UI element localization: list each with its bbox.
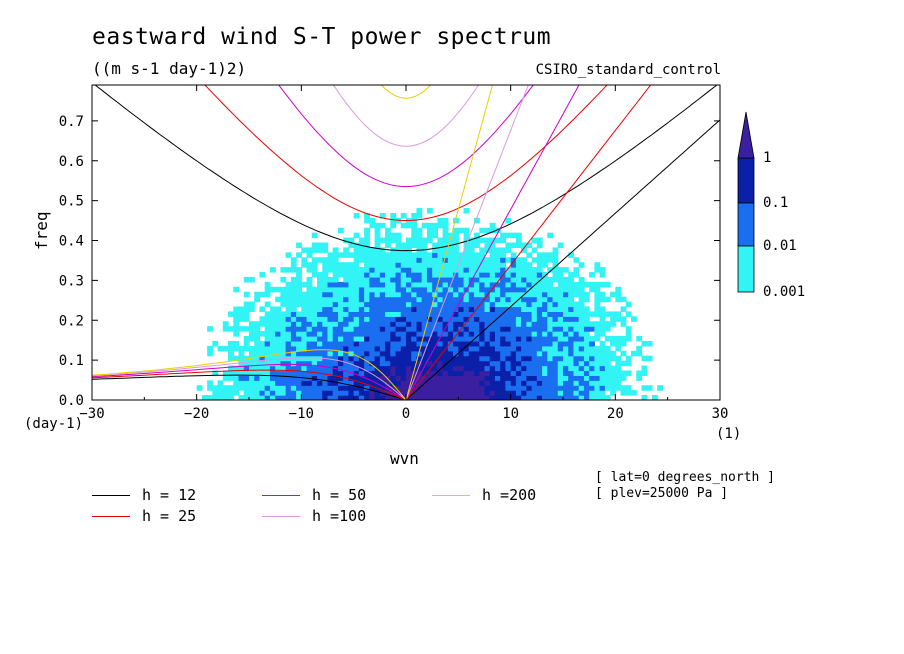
plev-annotation: [ plev=25000 Pa ] xyxy=(595,486,729,501)
dispersion-h25-gravity xyxy=(204,85,608,222)
legend-swatch xyxy=(92,515,130,517)
legend-label: h = 12 xyxy=(142,486,197,504)
legend-item: h = 25 xyxy=(92,507,197,525)
y-tick-label: 0.0 xyxy=(59,393,84,409)
chart-units: ((m s-1 day-1)2) xyxy=(92,59,247,78)
y-tick-label: 0.5 xyxy=(59,194,84,210)
dispersion-h25-rossby xyxy=(92,369,407,400)
dispersion-h25-kelvin xyxy=(405,85,652,400)
legend-swatch xyxy=(262,515,300,517)
colorbar xyxy=(737,111,755,293)
dispersion-h200-gravity xyxy=(380,85,432,99)
dispersion-h200-kelvin xyxy=(405,85,494,400)
dispersion-h12-gravity xyxy=(94,85,718,252)
dispersion-h100-rossby xyxy=(92,357,407,400)
y-tick-label: 0.3 xyxy=(59,273,84,289)
legend-label: h = 25 xyxy=(142,507,197,525)
chart-title: eastward wind S-T power spectrum xyxy=(92,24,552,50)
legend-item: h =100 xyxy=(262,507,367,525)
legend-swatch xyxy=(262,494,300,496)
x-tick-label: −20 xyxy=(184,406,209,422)
colorbar-segment xyxy=(737,245,755,293)
colorbar-top-triangle xyxy=(737,111,755,159)
colorbar-level-label: 0.01 xyxy=(763,238,797,254)
legend-label: h = 50 xyxy=(312,486,367,504)
model-name: CSIRO_standard_control xyxy=(535,62,721,78)
x-tick-label: 30 xyxy=(712,406,729,422)
dispersion-h12-rossby xyxy=(92,374,407,400)
colorbar-segment xyxy=(737,157,755,204)
dispersion-h50-rossby xyxy=(92,363,407,400)
y-tick-label: 0.7 xyxy=(59,114,84,130)
dispersion-curves xyxy=(92,85,720,400)
legend-item: h =200 xyxy=(432,486,537,504)
x-axis-unit: (1) xyxy=(716,426,742,442)
x-tick-label: −10 xyxy=(289,406,314,422)
x-tick-label: 20 xyxy=(607,406,624,422)
dispersion-h50-kelvin xyxy=(405,85,580,400)
colorbar-level-label: 0.001 xyxy=(763,284,806,300)
dispersion-h50-gravity xyxy=(278,85,534,188)
axes: −30 −20 −10 0 10 20 30 0.0 0.1 0.2 0.3 0.4 0.5 0.6 0.7 xyxy=(59,85,729,422)
legend-item: h = 50 xyxy=(262,486,367,504)
legend-item: h = 12 xyxy=(92,486,197,504)
legend-label: h =200 xyxy=(482,486,537,504)
y-tick-label: 0.2 xyxy=(59,313,84,329)
x-axis-label: wvn xyxy=(390,449,419,468)
legend-label: h =100 xyxy=(312,507,367,525)
y-tick-label: 0.1 xyxy=(59,353,84,369)
y-axis-label: freq xyxy=(32,211,51,250)
legend-swatch xyxy=(92,494,130,496)
y-tick-label: 0.4 xyxy=(59,234,84,250)
dispersion-h100-gravity xyxy=(332,85,480,147)
x-tick-label: −30 xyxy=(79,406,104,422)
x-tick-label: 0 xyxy=(402,406,410,422)
colorbar-level-label: 1 xyxy=(763,150,772,166)
y-tick-label: 0.6 xyxy=(59,154,84,170)
legend-swatch xyxy=(432,494,470,496)
colorbar-segment xyxy=(737,202,755,247)
y-axis-unit: (day-1) xyxy=(24,416,84,432)
dispersion-h100-kelvin xyxy=(405,85,529,400)
dispersion-h12-kelvin xyxy=(405,119,720,400)
x-tick-label: 10 xyxy=(502,406,519,422)
dispersion-h200-rossby xyxy=(92,349,407,400)
power-field xyxy=(196,208,664,400)
colorbar-level-label: 0.1 xyxy=(763,195,789,211)
lat-annotation: [ lat=0 degrees_north ] xyxy=(595,470,776,485)
